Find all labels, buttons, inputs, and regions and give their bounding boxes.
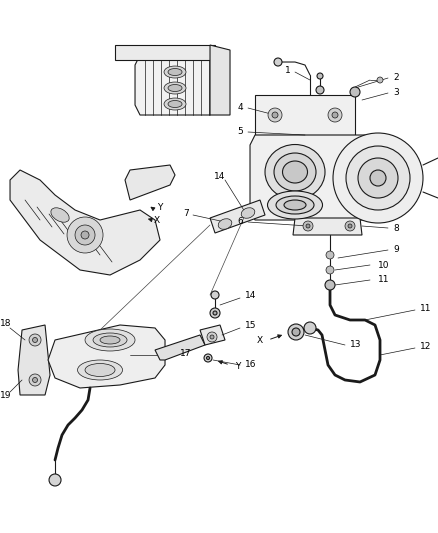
- Circle shape: [75, 225, 95, 245]
- Ellipse shape: [168, 69, 182, 76]
- Text: 17: 17: [180, 350, 191, 359]
- Polygon shape: [200, 325, 225, 345]
- Circle shape: [210, 335, 214, 339]
- Text: 15: 15: [245, 321, 257, 330]
- Text: 10: 10: [378, 261, 389, 270]
- Polygon shape: [125, 165, 175, 200]
- Circle shape: [81, 231, 89, 239]
- Text: 9: 9: [393, 245, 399, 254]
- Text: 5: 5: [237, 126, 243, 135]
- Ellipse shape: [93, 333, 127, 347]
- Ellipse shape: [268, 191, 322, 219]
- Text: 4: 4: [237, 102, 243, 111]
- Circle shape: [346, 146, 410, 210]
- Circle shape: [211, 291, 219, 299]
- Circle shape: [377, 77, 383, 83]
- Circle shape: [67, 217, 103, 253]
- Circle shape: [32, 337, 38, 343]
- Ellipse shape: [85, 364, 115, 376]
- Circle shape: [204, 354, 212, 362]
- Circle shape: [268, 108, 282, 122]
- Circle shape: [306, 224, 310, 228]
- Ellipse shape: [168, 101, 182, 108]
- Polygon shape: [210, 45, 230, 115]
- Ellipse shape: [265, 144, 325, 199]
- Text: 2: 2: [393, 72, 399, 82]
- Text: 19: 19: [0, 392, 12, 400]
- Circle shape: [326, 266, 334, 274]
- Text: 16: 16: [245, 360, 257, 369]
- Text: Y: Y: [157, 203, 162, 212]
- Text: 14: 14: [245, 292, 256, 301]
- Circle shape: [288, 324, 304, 340]
- Circle shape: [210, 308, 220, 318]
- Polygon shape: [18, 325, 50, 395]
- Ellipse shape: [164, 98, 186, 110]
- Text: Y: Y: [235, 362, 241, 372]
- Circle shape: [32, 377, 38, 383]
- Text: 8: 8: [393, 223, 399, 232]
- Polygon shape: [135, 55, 215, 115]
- Circle shape: [292, 328, 300, 336]
- Circle shape: [207, 332, 217, 342]
- Circle shape: [350, 87, 360, 97]
- Text: 11: 11: [378, 276, 389, 285]
- Circle shape: [348, 224, 352, 228]
- Polygon shape: [210, 200, 265, 233]
- Polygon shape: [155, 335, 205, 360]
- Text: 6: 6: [237, 216, 243, 225]
- Polygon shape: [255, 95, 355, 135]
- Polygon shape: [115, 45, 215, 60]
- Ellipse shape: [283, 161, 307, 183]
- Ellipse shape: [274, 153, 316, 191]
- Circle shape: [213, 311, 217, 315]
- Circle shape: [304, 322, 316, 334]
- Ellipse shape: [51, 208, 69, 222]
- Ellipse shape: [276, 196, 314, 214]
- Circle shape: [332, 112, 338, 118]
- Ellipse shape: [164, 82, 186, 94]
- Circle shape: [345, 221, 355, 231]
- Polygon shape: [250, 135, 375, 220]
- Circle shape: [326, 251, 334, 259]
- Circle shape: [328, 108, 342, 122]
- Ellipse shape: [241, 208, 255, 219]
- Text: 3: 3: [393, 87, 399, 96]
- Ellipse shape: [100, 336, 120, 344]
- Text: 7: 7: [183, 208, 189, 217]
- Circle shape: [303, 221, 313, 231]
- Polygon shape: [10, 170, 160, 275]
- Text: 14: 14: [214, 172, 226, 181]
- Circle shape: [207, 357, 209, 359]
- Ellipse shape: [218, 219, 232, 229]
- Circle shape: [370, 170, 386, 186]
- Ellipse shape: [85, 329, 135, 351]
- Circle shape: [317, 73, 323, 79]
- Circle shape: [325, 280, 335, 290]
- Text: 11: 11: [420, 304, 431, 313]
- Text: 12: 12: [420, 343, 431, 351]
- Circle shape: [333, 133, 423, 223]
- Circle shape: [316, 86, 324, 94]
- Ellipse shape: [164, 66, 186, 78]
- Text: 1: 1: [285, 66, 291, 75]
- Circle shape: [29, 374, 41, 386]
- Circle shape: [29, 334, 41, 346]
- Ellipse shape: [78, 360, 123, 380]
- Circle shape: [274, 58, 282, 66]
- Text: 13: 13: [350, 341, 361, 350]
- Text: X: X: [154, 215, 160, 224]
- Circle shape: [272, 112, 278, 118]
- Polygon shape: [48, 325, 165, 388]
- Circle shape: [358, 158, 398, 198]
- Text: X: X: [257, 336, 263, 345]
- Ellipse shape: [284, 200, 306, 210]
- Polygon shape: [293, 218, 362, 235]
- Ellipse shape: [168, 85, 182, 92]
- Text: 18: 18: [0, 319, 12, 328]
- Circle shape: [49, 474, 61, 486]
